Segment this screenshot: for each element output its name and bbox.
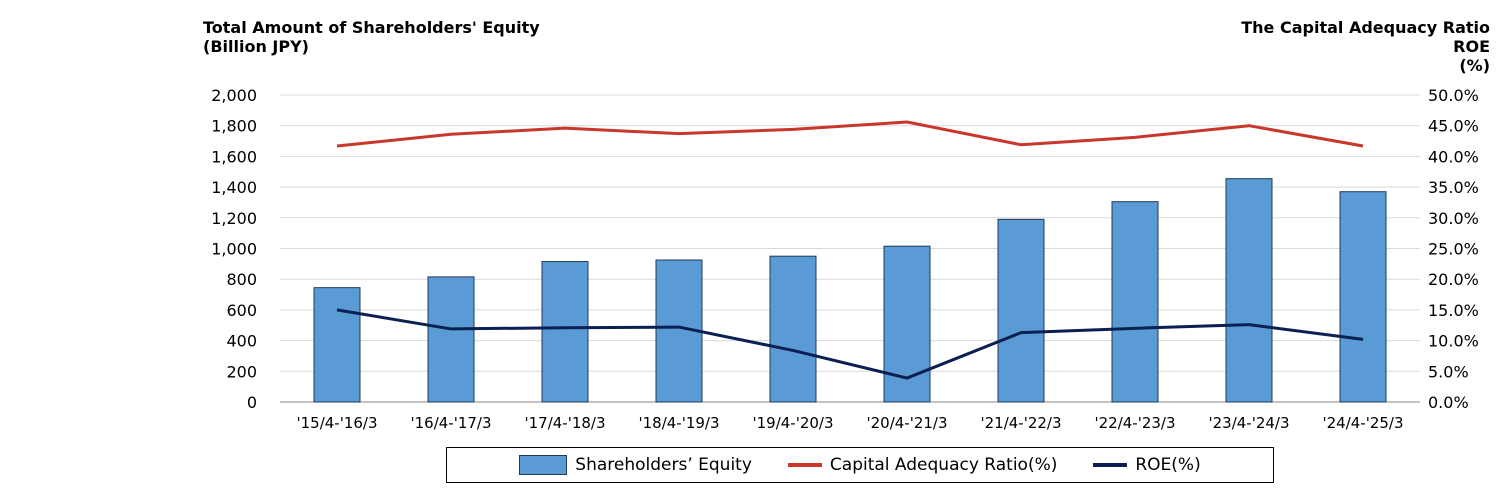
x-axis-tick-label: '20/4-'21/3 (866, 414, 947, 432)
x-axis-tick-label: '22/4-'23/3 (1094, 414, 1175, 432)
right-axis-tick-label: 25.0% (1428, 240, 1479, 259)
x-axis-tick-label: '21/4-'22/3 (980, 414, 1061, 432)
combo-chart: 0 200 400 600 800 1,000 1,200 1,400 1,600 1,800 2,… (211, 86, 1479, 432)
left-axis-tick-label: 2,000 (211, 86, 257, 105)
right-axis-tick-label: 0.0% (1428, 393, 1469, 412)
equity-bar (1111, 201, 1159, 403)
legend-swatch-equity (519, 455, 568, 475)
x-axis-tick-label: '17/4-'18/3 (524, 414, 605, 432)
equity-bar (1339, 191, 1387, 403)
equity-bar (541, 261, 589, 403)
left-axis-tick-label: 1,800 (211, 117, 257, 136)
x-axis-tick-label: '24/4-'25/3 (1322, 414, 1403, 432)
right-axis-tick-label: 35.0% (1428, 178, 1479, 197)
left-axis-tick-label: 800 (226, 270, 257, 289)
equity-bar (769, 255, 817, 403)
legend-item-roe: ROE(%) (1093, 455, 1201, 475)
legend-label-equity: Shareholders’ Equity (575, 455, 752, 475)
equity-bar (313, 287, 361, 403)
legend-item-equity: Shareholders’ Equity (519, 455, 752, 475)
right-axis-tick-label: 45.0% (1428, 117, 1479, 136)
legend-item-capital-ratio: Capital Adequacy Ratio(%) (787, 455, 1058, 475)
right-axis-tick-label: 15.0% (1428, 301, 1479, 320)
legend-label-roe: ROE(%) (1135, 455, 1201, 475)
equity-bar (997, 218, 1045, 403)
left-axis-tick-label: 200 (226, 362, 257, 381)
chart-legend: Shareholders’ Equity Capital Adequacy Ra… (446, 447, 1274, 483)
left-axis-tick-label: 0 (247, 393, 257, 412)
x-axis-tick-label: '15/4-'16/3 (296, 414, 377, 432)
right-axis-title: The Capital Adequacy Ratio ROE (%) (1241, 18, 1490, 75)
left-axis-tick-label: 600 (226, 301, 257, 320)
roe-line (336, 308, 1364, 380)
legend-swatch-roe (1093, 463, 1128, 467)
left-axis-tick-label: 400 (226, 332, 257, 351)
legend-swatch-capital-ratio (787, 463, 822, 467)
equity-bar (427, 276, 475, 403)
legend-label-capital-ratio: Capital Adequacy Ratio(%) (829, 455, 1058, 475)
right-axis-title-line1: The Capital Adequacy Ratio (1241, 18, 1490, 37)
left-axis-tick-label: 1,600 (211, 147, 257, 166)
left-axis-title-line1: Total Amount of Shareholders' Equity (203, 18, 540, 37)
right-axis-tick-label: 30.0% (1428, 209, 1479, 228)
left-axis-tick-label: 1,200 (211, 209, 257, 228)
right-axis-title-line3: (%) (1459, 56, 1490, 75)
right-axis-title-line2: ROE (1453, 37, 1490, 56)
capital-ratio-line (336, 120, 1364, 148)
right-axis-tick-label: 20.0% (1428, 270, 1479, 289)
right-axis-tick-label: 50.0% (1428, 86, 1479, 105)
right-axis-tick-label: 40.0% (1428, 147, 1479, 166)
x-axis-tick-label: '19/4-'20/3 (752, 414, 833, 432)
left-axis-title: Total Amount of Shareholders' Equity (Bi… (203, 18, 540, 56)
right-axis-tick-label: 10.0% (1428, 332, 1479, 351)
x-axis-tick-label: '16/4-'17/3 (410, 414, 491, 432)
x-axis-tick-label: '23/4-'24/3 (1208, 414, 1289, 432)
left-axis-title-line2: (Billion JPY) (203, 37, 309, 56)
x-axis-tick-label: '18/4-'19/3 (638, 414, 719, 432)
right-axis-tick-label: 5.0% (1428, 362, 1469, 381)
left-axis-tick-label: 1,000 (211, 240, 257, 259)
left-axis-tick-label: 1,400 (211, 178, 257, 197)
equity-bar (883, 245, 931, 403)
equity-bar (1225, 178, 1273, 403)
